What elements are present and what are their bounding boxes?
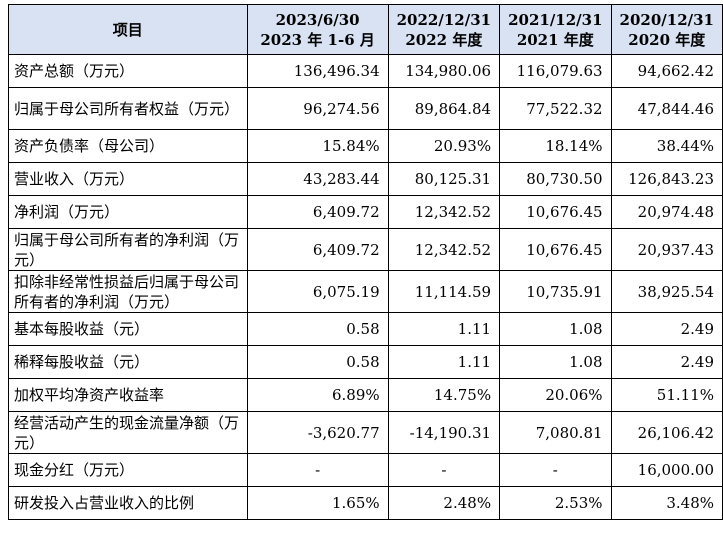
- row-value: 11,114.59: [387, 270, 501, 313]
- row-value: -3,620.77: [246, 411, 389, 454]
- header-period-4-line1: 2020/12/31: [619, 10, 714, 29]
- table-header-row: 项目 2023/6/30 2023 年 1-6 月 2022/12/31 202…: [8, 4, 723, 55]
- row-value: 20,937.43: [610, 228, 723, 271]
- header-period-4: 2020/12/31 2020 年度: [610, 4, 723, 55]
- row-value: 18.14%: [499, 129, 612, 163]
- row-value: 116,079.63: [499, 54, 612, 88]
- row-value: 1.65%: [246, 486, 389, 520]
- row-value: 16,000.00: [610, 453, 723, 487]
- header-period-2: 2022/12/31 2022 年度: [387, 4, 501, 55]
- row-value: 77,522.32: [499, 87, 612, 130]
- header-period-4-line2: 2020 年度: [628, 30, 706, 49]
- row-value: 7,080.81: [499, 411, 612, 454]
- row-label: 归属于母公司所有者的净利润（万元）: [8, 228, 248, 271]
- row-value: 96,274.56: [246, 87, 389, 130]
- table-row: 归属于母公司所有者的净利润（万元） 6,409.72 12,342.52 10,676…: [8, 228, 723, 271]
- row-value: 89,864.84: [387, 87, 501, 130]
- row-label: 营业收入（万元）: [8, 162, 248, 196]
- table-row: 稀释每股收益（元） 0.58 1.11 1.08 2.49: [8, 345, 723, 379]
- table-row: 研发投入占营业收入的比例 1.65% 2.48% 2.53% 3.48%: [8, 486, 723, 520]
- row-value: 1.11: [387, 345, 501, 379]
- table-row: 归属于母公司所有者权益（万元） 96,274.56 89,864.84 77,522.…: [8, 87, 723, 130]
- row-label: 加权平均净资产收益率: [8, 378, 248, 412]
- row-value: 2.53%: [499, 486, 612, 520]
- row-value: 20,974.48: [610, 195, 723, 229]
- row-value: 10,676.45: [499, 228, 612, 271]
- row-value: 51.11%: [610, 378, 723, 412]
- header-period-2-line1: 2022/12/31: [396, 10, 492, 29]
- header-period-2-line2: 2022 年度: [405, 30, 483, 49]
- row-value: 1.11: [387, 312, 501, 346]
- row-value: 0.58: [246, 345, 389, 379]
- header-period-3: 2021/12/31 2021 年度: [499, 4, 612, 55]
- row-value: -: [246, 453, 389, 487]
- row-value: 47,844.46: [610, 87, 723, 130]
- row-value: 20.06%: [499, 378, 612, 412]
- row-value: 10,735.91: [499, 270, 612, 313]
- row-value: 6,075.19: [246, 270, 389, 313]
- row-value: 80,125.31: [387, 162, 501, 196]
- row-value: 14.75%: [387, 378, 501, 412]
- row-label: 稀释每股收益（元）: [8, 345, 248, 379]
- row-value: 20.93%: [387, 129, 501, 163]
- row-value: 1.08: [499, 345, 612, 379]
- row-label: 现金分红（万元）: [8, 453, 248, 487]
- row-value: -14,190.31: [387, 411, 501, 454]
- table-row: 基本每股收益（元） 0.58 1.11 1.08 2.49: [8, 312, 723, 346]
- row-value: 3.48%: [610, 486, 723, 520]
- row-value: 80,730.50: [499, 162, 612, 196]
- row-label: 基本每股收益（元）: [8, 312, 248, 346]
- row-value: 6,409.72: [246, 228, 389, 271]
- row-label: 研发投入占营业收入的比例: [8, 486, 248, 520]
- row-value: 6,409.72: [246, 195, 389, 229]
- row-value: 94,662.42: [610, 54, 723, 88]
- row-value: 38,925.54: [610, 270, 723, 313]
- row-value: 1.08: [499, 312, 612, 346]
- row-value: 136,496.34: [246, 54, 389, 88]
- row-value: 6.89%: [246, 378, 389, 412]
- row-label: 经营活动产生的现金流量净额（万元）: [8, 411, 248, 454]
- header-period-1: 2023/6/30 2023 年 1-6 月: [246, 4, 389, 55]
- row-value: 12,342.52: [387, 228, 501, 271]
- table-row: 扣除非经常性损益后归属于母公司所有者的净利润（万元） 6,075.19 11,114…: [8, 270, 723, 313]
- header-period-1-line1: 2023/6/30: [275, 10, 360, 29]
- table-row: 资产负债率（母公司） 15.84% 20.93% 18.14% 38.44%: [8, 129, 723, 163]
- row-label: 归属于母公司所有者权益（万元）: [8, 87, 248, 130]
- table-row: 净利润（万元） 6,409.72 12,342.52 10,676.45 20,974.…: [8, 195, 723, 229]
- row-value: -: [387, 453, 501, 487]
- row-value: -: [499, 453, 612, 487]
- table-row: 现金分红（万元） - - -16,000.00: [8, 453, 723, 487]
- row-label: 资产总额（万元）: [8, 54, 248, 88]
- table-row: 资产总额（万元） 136,496.34 134,980.06 116,079.63 94…: [8, 54, 723, 88]
- row-value: 126,843.23: [610, 162, 723, 196]
- row-label: 扣除非经常性损益后归属于母公司所有者的净利润（万元）: [8, 270, 248, 313]
- table-row: 营业收入（万元） 43,283.44 80,125.31 80,730.50 126,8…: [8, 162, 723, 196]
- row-value: 43,283.44: [246, 162, 389, 196]
- row-label: 资产负债率（母公司）: [8, 129, 248, 163]
- row-value: 38.44%: [610, 129, 723, 163]
- row-value: 2.49: [610, 345, 723, 379]
- row-value: 0.58: [246, 312, 389, 346]
- row-value: 12,342.52: [387, 195, 501, 229]
- table-row: 经营活动产生的现金流量净额（万元） -3,620.77 -14,190.31 7,08…: [8, 411, 723, 454]
- row-value: 2.49: [610, 312, 723, 346]
- header-period-3-line2: 2021 年度: [516, 30, 594, 49]
- financial-table: 项目 2023/6/30 2023 年 1-6 月 2022/12/31 202…: [8, 4, 723, 520]
- row-value: 134,980.06: [387, 54, 501, 88]
- header-item: 项目: [8, 4, 248, 55]
- row-value: 10,676.45: [499, 195, 612, 229]
- header-period-1-line2: 2023 年 1-6 月: [260, 30, 375, 49]
- table-row: 加权平均净资产收益率 6.89% 14.75% 20.06% 51.11%: [8, 378, 723, 412]
- row-value: 26,106.42: [610, 411, 723, 454]
- table-body: 资产总额（万元） 136,496.34 134,980.06 116,079.63 94…: [8, 54, 723, 520]
- row-value: 15.84%: [246, 129, 389, 163]
- row-value: 2.48%: [387, 486, 501, 520]
- row-label: 净利润（万元）: [8, 195, 248, 229]
- header-period-3-line1: 2021/12/31: [508, 10, 603, 29]
